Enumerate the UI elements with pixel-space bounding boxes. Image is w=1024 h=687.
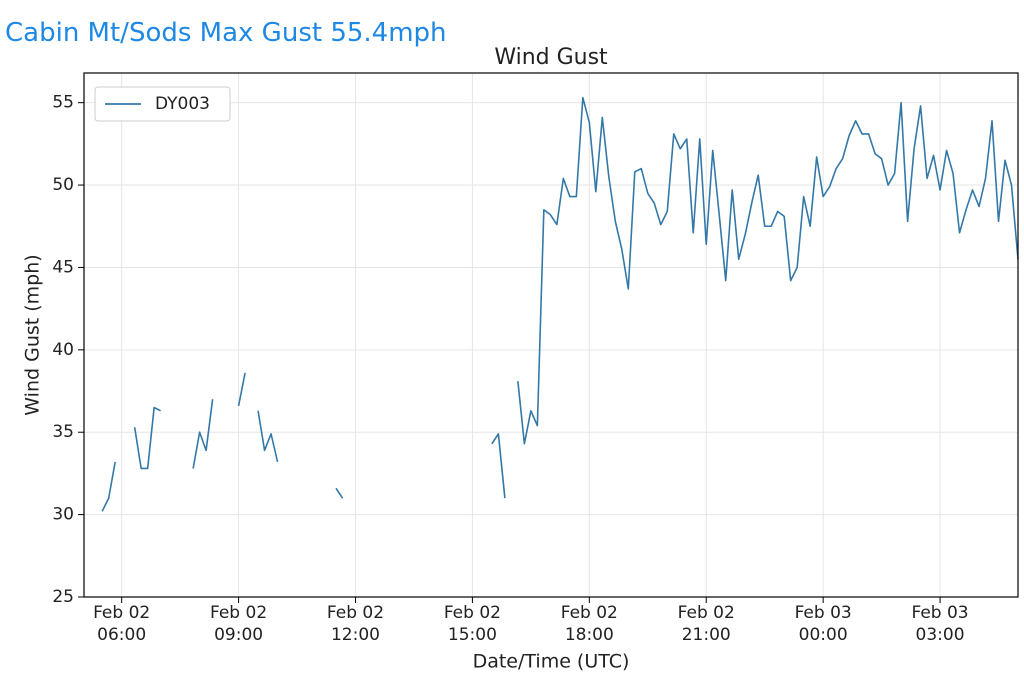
y-tick-label: 25 xyxy=(52,587,74,607)
y-tick-label: 50 xyxy=(52,175,74,195)
legend-label: DY003 xyxy=(155,94,210,114)
x-tick-label: Feb 02 15:00 xyxy=(443,603,501,645)
x-tick-label: Feb 02 06:00 xyxy=(93,603,151,645)
x-tick-label: Feb 03 03:00 xyxy=(911,603,969,645)
y-tick-label: 45 xyxy=(52,257,74,277)
x-tick-label: Feb 02 21:00 xyxy=(677,603,735,645)
y-tick-label: 30 xyxy=(52,505,74,525)
y-tick-label: 35 xyxy=(52,422,74,442)
chart-title: Wind Gust xyxy=(494,45,608,70)
legend-box xyxy=(94,86,231,122)
plot-frame xyxy=(83,72,1019,598)
header-title: Cabin Mt/Sods Max Gust 55.4mph xyxy=(5,18,447,48)
y-axis-label: Wind Gust (mph) xyxy=(22,254,44,415)
data-line xyxy=(101,96,1019,512)
y-tick-label: 55 xyxy=(52,93,74,113)
x-tick-label: Feb 02 18:00 xyxy=(560,603,618,645)
x-tick-label: Feb 02 12:00 xyxy=(326,603,385,645)
x-tick-label: Feb 02 09:00 xyxy=(210,603,268,645)
x-axis-label: Date/Time (UTC) xyxy=(473,651,630,673)
y-tick-label: 40 xyxy=(52,340,74,360)
x-tick-label: Feb 03 00:00 xyxy=(794,603,852,645)
